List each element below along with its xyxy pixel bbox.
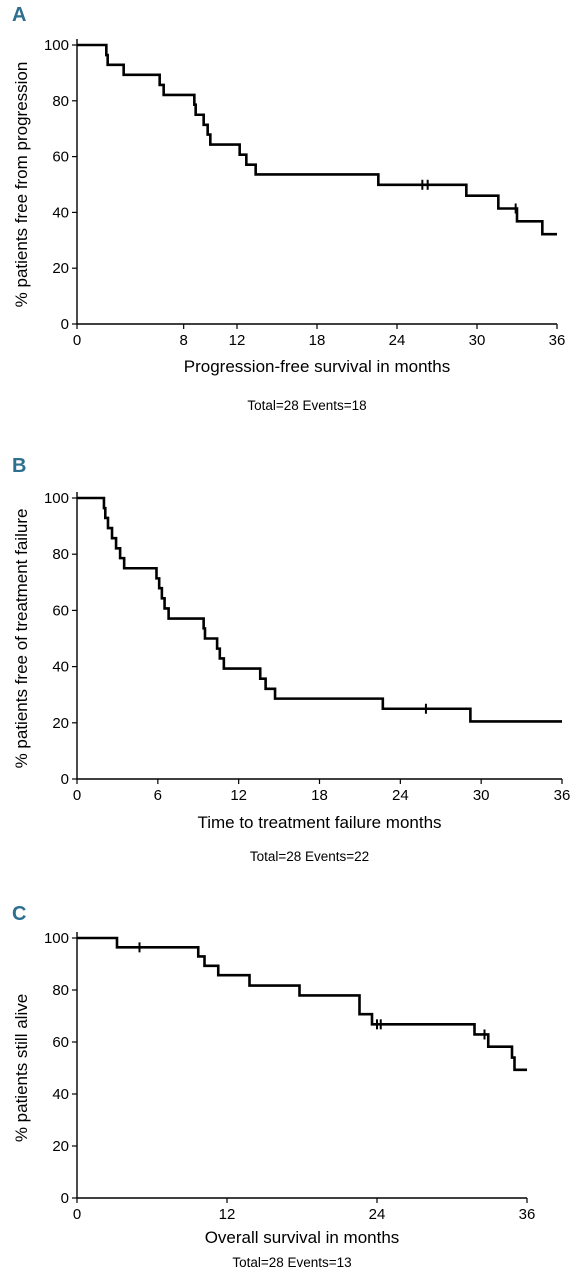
- x-tick-label-b: 12: [230, 787, 247, 804]
- x-tick-label-a: 30: [469, 332, 486, 349]
- x-tick-label-b: 24: [392, 787, 409, 804]
- footnote-c: Total=28 Events=13: [232, 1255, 351, 1270]
- y-tick-label-a: 100: [44, 37, 69, 54]
- y-tick-label-c: 0: [61, 1190, 69, 1207]
- y-tick-label-b: 20: [52, 715, 69, 732]
- y-tick-label-b: 40: [52, 659, 69, 676]
- x-axis-title-a: Progression-free survival in months: [184, 357, 450, 376]
- x-tick-label-c: 24: [369, 1206, 386, 1223]
- y-tick-label-a: 20: [52, 260, 69, 277]
- x-tick-label-a: 8: [179, 332, 187, 349]
- y-tick-label-c: 60: [52, 1034, 69, 1051]
- survival-curve-a: [77, 43, 557, 236]
- x-tick-label-b: 36: [554, 787, 571, 804]
- y-tick-label-b: 0: [61, 771, 69, 788]
- x-axis-title-b: Time to treatment failure months: [197, 813, 441, 832]
- survival-curve-c: [77, 936, 527, 1072]
- y-tick-label-c: 80: [52, 982, 69, 999]
- x-tick-label-a: 24: [389, 332, 406, 349]
- footnote-a: Total=28 Events=18: [247, 398, 366, 413]
- x-tick-label-a: 0: [73, 332, 81, 349]
- y-axis-title-b: % patients free of treatment failure: [12, 509, 31, 769]
- x-tick-label-a: 36: [549, 332, 566, 349]
- x-tick-label-c: 36: [519, 1206, 536, 1223]
- survival-curve-b: [77, 496, 562, 723]
- y-tick-label-c: 100: [44, 930, 69, 947]
- y-tick-label-a: 60: [52, 149, 69, 166]
- y-tick-label-a: 80: [52, 93, 69, 110]
- x-axis-title-c: Overall survival in months: [205, 1228, 400, 1247]
- y-tick-label-a: 0: [61, 316, 69, 333]
- x-tick-label-c: 12: [219, 1206, 236, 1223]
- y-tick-label-b: 100: [44, 490, 69, 507]
- y-axis-title-a: % patients free from progression: [12, 62, 31, 308]
- y-axis-title-c: % patients still alive: [12, 994, 31, 1142]
- x-tick-label-b: 18: [311, 787, 328, 804]
- y-tick-label-c: 20: [52, 1138, 69, 1155]
- x-tick-label-c: 0: [73, 1206, 81, 1223]
- x-tick-label-b: 6: [154, 787, 162, 804]
- y-tick-label-b: 60: [52, 602, 69, 619]
- x-tick-label-b: 0: [73, 787, 81, 804]
- x-tick-label-a: 12: [229, 332, 246, 349]
- panel-letter-a: A: [12, 4, 27, 26]
- y-tick-label-a: 40: [52, 204, 69, 221]
- footnote-b: Total=28 Events=22: [250, 849, 369, 864]
- y-tick-label-c: 40: [52, 1086, 69, 1103]
- y-tick-label-b: 80: [52, 546, 69, 563]
- panel-letter-b: B: [12, 455, 27, 477]
- x-tick-label-a: 18: [309, 332, 326, 349]
- panel-letter-c: C: [12, 903, 27, 925]
- x-tick-label-b: 30: [473, 787, 490, 804]
